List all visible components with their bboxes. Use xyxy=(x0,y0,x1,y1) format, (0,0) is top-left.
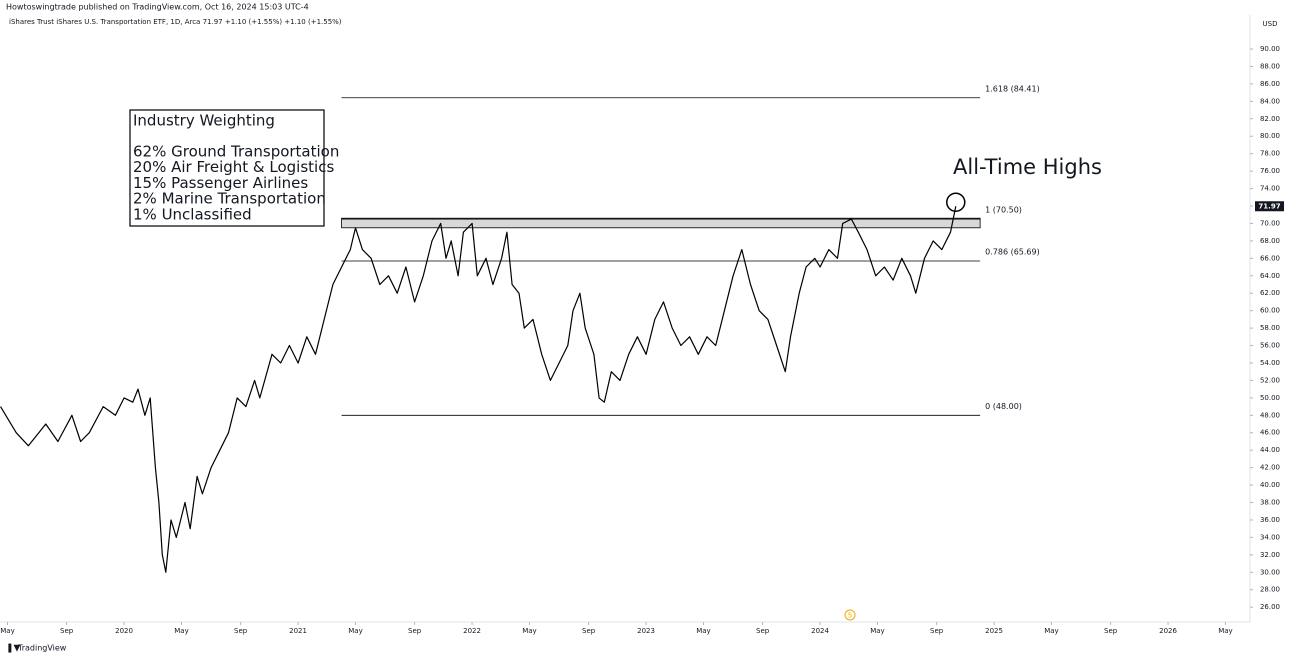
x-tick-label: 2022 xyxy=(463,627,481,635)
y-tick-label: 46.00 xyxy=(1260,429,1280,437)
legend-text: iShares Trust iShares U.S. Transportatio… xyxy=(9,18,342,26)
y-tick-label: 28.00 xyxy=(1260,586,1280,594)
x-tick-label: 2025 xyxy=(985,627,1003,635)
resistance-zone xyxy=(341,217,981,229)
x-tick-label: Sep xyxy=(408,627,422,635)
y-tick-label: 50.00 xyxy=(1260,394,1280,402)
y-tick-label: 84.00 xyxy=(1260,97,1280,105)
x-tick-label: May xyxy=(696,627,710,635)
logo: ❚▼ xyxy=(6,644,21,654)
x-tick-label: Sep xyxy=(1104,627,1118,635)
event-marker: 5 xyxy=(848,612,852,620)
y-tick-label: 36.00 xyxy=(1260,516,1280,524)
box-item: 15% Passenger Airlines xyxy=(133,174,308,192)
fib-label: 1.618 (84.41) xyxy=(985,84,1040,93)
header: Howtoswingtrade published on TradingView… xyxy=(6,3,309,12)
box-item: 2% Marine Transportation xyxy=(133,190,326,208)
y-tick-label: 54.00 xyxy=(1260,359,1280,367)
x-tick-label: May xyxy=(1044,627,1058,635)
y-tick-label: 38.00 xyxy=(1260,499,1280,507)
y-tick-label: 58.00 xyxy=(1260,324,1280,332)
event-icon xyxy=(844,609,856,621)
y-tick-label: 56.00 xyxy=(1260,342,1280,350)
y-tick-label: 64.00 xyxy=(1260,272,1280,280)
x-tick-label: 2024 xyxy=(811,627,829,635)
y-tick-label: 88.00 xyxy=(1260,62,1280,70)
y-tick-label: 78.00 xyxy=(1260,150,1280,158)
y-tick-label: 60.00 xyxy=(1260,307,1280,315)
x-tick-label: 2020 xyxy=(115,627,133,635)
y-tick-label: 82.00 xyxy=(1260,115,1280,123)
highlight-circle xyxy=(946,192,966,213)
footer: TradingView xyxy=(17,644,67,653)
y-tick-label: 66.00 xyxy=(1260,254,1280,262)
y-tick-label: 40.00 xyxy=(1260,481,1280,489)
x-tick-label: Sep xyxy=(756,627,770,635)
y-tick-label: 44.00 xyxy=(1260,446,1280,454)
y-tick-label: 68.00 xyxy=(1260,237,1280,245)
x-tick-label: May xyxy=(0,627,14,635)
box-title: Industry Weighting xyxy=(133,112,275,130)
fib-label: 0 (48.00) xyxy=(985,402,1022,411)
x-tick-label: May xyxy=(522,627,536,635)
x-tick-label: Sep xyxy=(582,627,596,635)
fib-label: 0.786 (65.69) xyxy=(985,248,1040,257)
y-tick-label: 86.00 xyxy=(1260,80,1280,88)
box-frame xyxy=(129,109,325,227)
y-tick-label: 74.00 xyxy=(1260,185,1280,193)
last-price-label: 71.97 xyxy=(1258,202,1280,210)
x-tick-label: 2026 xyxy=(1159,627,1177,635)
y-tick-label: 48.00 xyxy=(1260,411,1280,419)
y-tick-label: 62.00 xyxy=(1260,289,1280,297)
y-tick-label: 30.00 xyxy=(1260,568,1280,576)
y-tick-label: 26.00 xyxy=(1260,603,1280,611)
x-tick-label: 2021 xyxy=(289,627,307,635)
y-tick-label: 34.00 xyxy=(1260,533,1280,541)
y-tick-label: 42.00 xyxy=(1260,464,1280,472)
x-tick-label: May xyxy=(1218,627,1232,635)
x-tick-label: Sep xyxy=(234,627,248,635)
x-tick-label: Sep xyxy=(60,627,74,635)
x-tick-label: 2023 xyxy=(637,627,655,635)
x-tick-label: May xyxy=(870,627,884,635)
box-item: 62% Ground Transportation xyxy=(133,143,339,161)
y-tick-label: 76.00 xyxy=(1260,167,1280,175)
y-tick-label: 52.00 xyxy=(1260,376,1280,384)
y-tick-label: 70.00 xyxy=(1260,219,1280,227)
y-tick-label: 90.00 xyxy=(1260,45,1280,53)
annotation: All-Time Highs xyxy=(953,155,1102,179)
y-tick-label: 80.00 xyxy=(1260,132,1280,140)
currency: USD xyxy=(1263,20,1278,28)
y-tick-label: 32.00 xyxy=(1260,551,1280,559)
box-item: 1% Unclassified xyxy=(133,205,252,223)
fib-label: 1 (70.50) xyxy=(985,206,1022,215)
x-tick-label: May xyxy=(174,627,188,635)
box-item: 20% Air Freight & Logistics xyxy=(133,158,334,176)
last-price-box xyxy=(1255,201,1284,212)
x-tick-label: Sep xyxy=(930,627,944,635)
industry-box xyxy=(129,109,325,227)
price-line xyxy=(0,206,957,573)
x-tick-label: May xyxy=(348,627,362,635)
